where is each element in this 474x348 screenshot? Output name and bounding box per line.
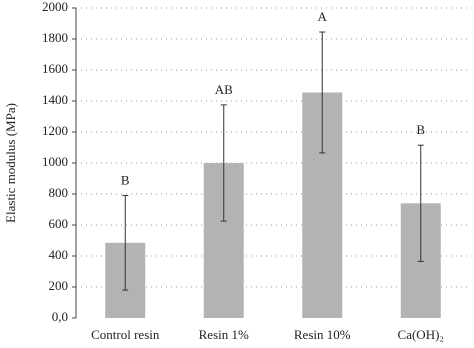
y-tick-label: 600 xyxy=(49,216,69,231)
y-tick-label: 400 xyxy=(49,247,69,262)
y-axis-label: Elastic modulus (MPa) xyxy=(3,103,18,223)
y-tick-label: 1400 xyxy=(42,92,68,107)
annotation: AB xyxy=(215,82,233,97)
y-tick-label: 1600 xyxy=(42,61,68,76)
annotation: B xyxy=(416,122,425,137)
y-tick-label: 1200 xyxy=(42,123,68,138)
y-tick-label: 1000 xyxy=(42,154,68,169)
annotation: B xyxy=(121,173,130,188)
y-tick-label: 800 xyxy=(49,185,69,200)
x-tick-label: Ca(OH)₂ xyxy=(398,327,444,342)
y-tick-label: 200 xyxy=(49,278,69,293)
y-tick-label: 0,0 xyxy=(52,309,68,324)
y-tick-label: 1800 xyxy=(42,30,68,45)
x-tick-label: Resin 10% xyxy=(294,327,351,342)
x-tick-label: Resin 1% xyxy=(199,327,249,342)
x-tick-label: Control resin xyxy=(91,327,160,342)
y-tick-label: 2000 xyxy=(42,0,68,14)
annotation: A xyxy=(318,9,328,24)
